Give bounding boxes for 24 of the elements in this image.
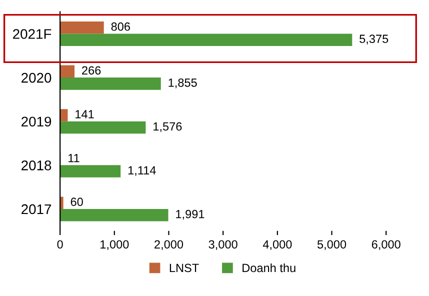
data-label: 60 [70,198,83,206]
data-label: 11 [68,154,80,162]
data-label: 5,375 [360,34,388,44]
y-tick-label: 2019 [22,116,52,127]
x-tick-label: 4,000 [262,240,292,250]
y-tick-label: 2018 [22,160,52,170]
data-label: 806 [111,22,130,31]
legend-label: Doanh thu [242,263,296,272]
x-tick-label: 5,000 [317,240,346,250]
data-label: 1,991 [176,210,204,220]
x-tick-label: 3,000 [208,240,238,250]
x-tick-label: 1,000 [100,240,129,250]
x-tick-label: 2,000 [154,240,184,250]
data-label: 1,576 [154,122,182,132]
x-tick-label: 0 [57,240,63,249]
data-label: 1,855 [168,78,197,88]
data-label: 141 [76,110,94,118]
legend-label: LNST [170,264,199,272]
y-tick-label: 2020 [22,72,52,83]
x-tick-label: 6,000 [372,240,400,250]
y-tick-label: 2017 [22,204,52,214]
data-label: 1,114 [128,166,156,176]
data-label: 266 [82,66,101,75]
y-tick-label: 2021F [13,29,52,39]
